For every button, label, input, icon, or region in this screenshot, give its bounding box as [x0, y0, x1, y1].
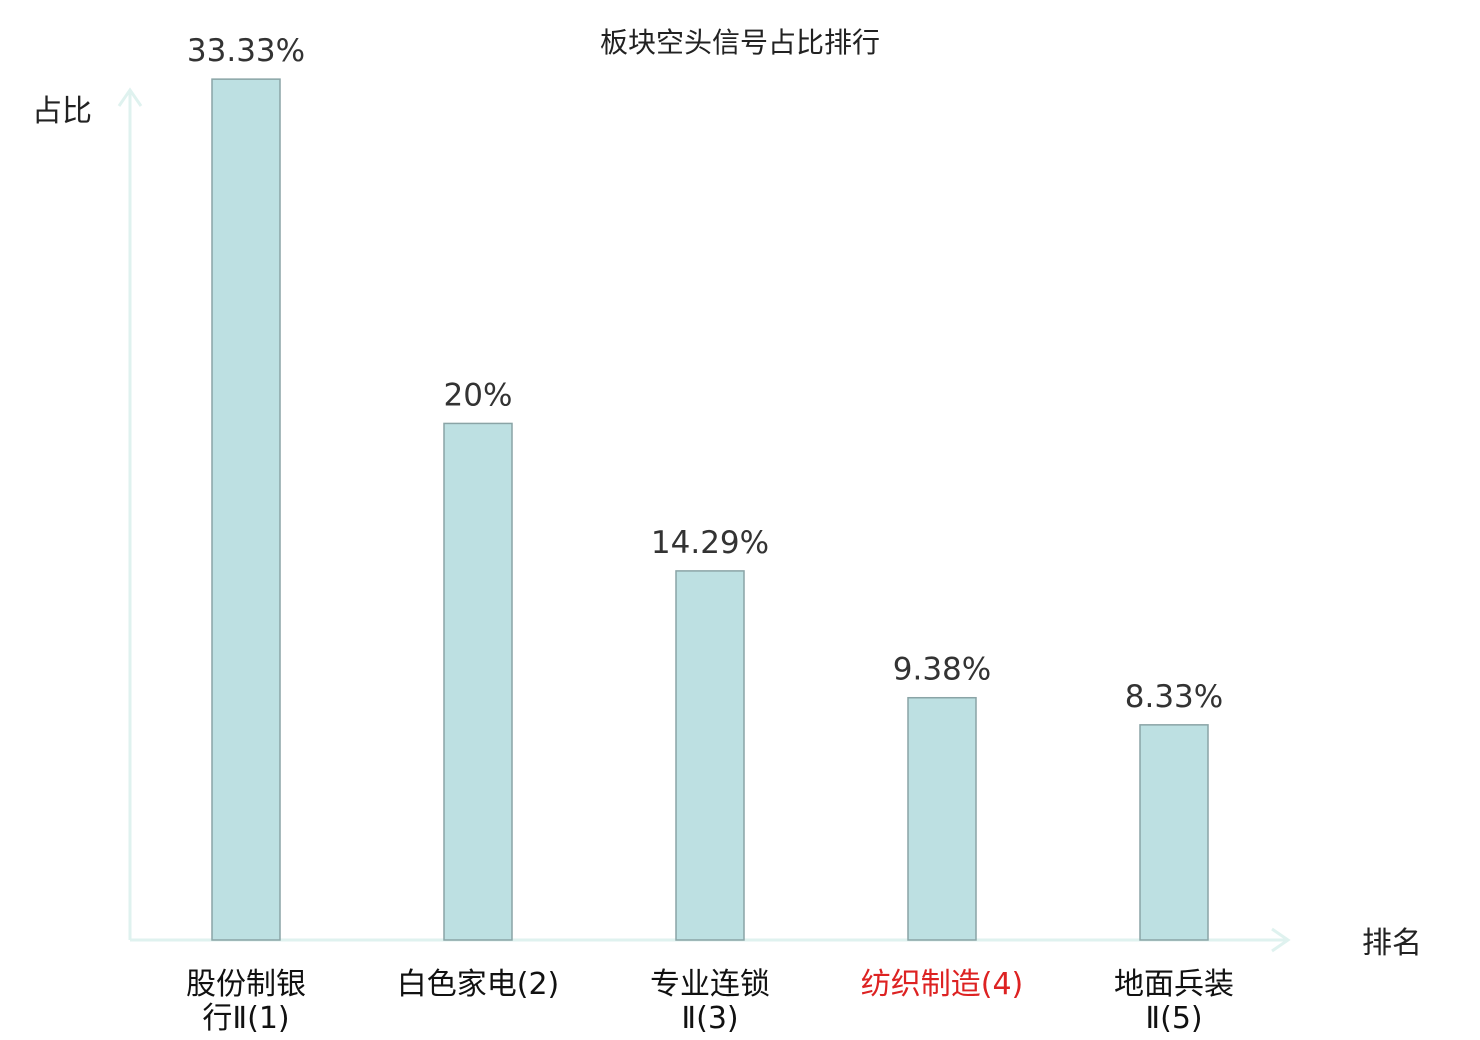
category-label-1: 股份制银行Ⅱ(1) — [186, 967, 306, 1036]
chart-title: 板块空头信号占比排行 — [600, 26, 880, 59]
x-axis-arrow — [1271, 927, 1291, 953]
category-label-line: 白色家电(2) — [397, 967, 560, 1002]
value-label-3: 14.29% — [651, 525, 769, 561]
value-label-1: 33.33% — [187, 33, 305, 69]
value-label-4: 9.38% — [893, 652, 991, 688]
bar-1 — [211, 78, 281, 941]
category-label-line: 纺织制造(4) — [861, 967, 1024, 1002]
value-label-2: 20% — [444, 377, 513, 413]
category-label-2: 白色家电(2) — [397, 967, 560, 1002]
category-label-line: 股份制银 — [186, 967, 306, 1002]
bar-3 — [675, 570, 745, 941]
value-labels: 33.33% 20% 14.29% 9.38% 8.33% — [187, 33, 1223, 715]
category-label-4: 纺织制造(4) — [861, 967, 1024, 1002]
category-labels: 股份制银行Ⅱ(1) 白色家电(2) 专业连锁 Ⅱ(3) 纺织制造(4) 地面兵装 Ⅱ(5) — [186, 967, 1234, 1036]
bar-2 — [443, 422, 513, 941]
category-label-line: 地面兵装 — [1114, 967, 1234, 1002]
y-axis-arrow — [117, 87, 143, 107]
category-label-line: 行Ⅱ(1) — [202, 1001, 289, 1036]
category-label-line: 专业连锁 — [650, 967, 770, 1002]
category-label-line: Ⅱ(5) — [1145, 1001, 1202, 1036]
category-label-3: 专业连锁 Ⅱ(3) — [650, 967, 770, 1036]
category-label-line: Ⅱ(3) — [681, 1001, 738, 1036]
value-label-5: 8.33% — [1125, 679, 1223, 715]
bar-4 — [907, 696, 977, 941]
x-axis-label: 排名 — [1362, 926, 1422, 961]
category-label-5: 地面兵装 Ⅱ(5) — [1114, 967, 1234, 1036]
bar-5 — [1139, 724, 1209, 941]
y-axis-label: 占比 — [32, 94, 92, 129]
bars — [211, 78, 1209, 941]
